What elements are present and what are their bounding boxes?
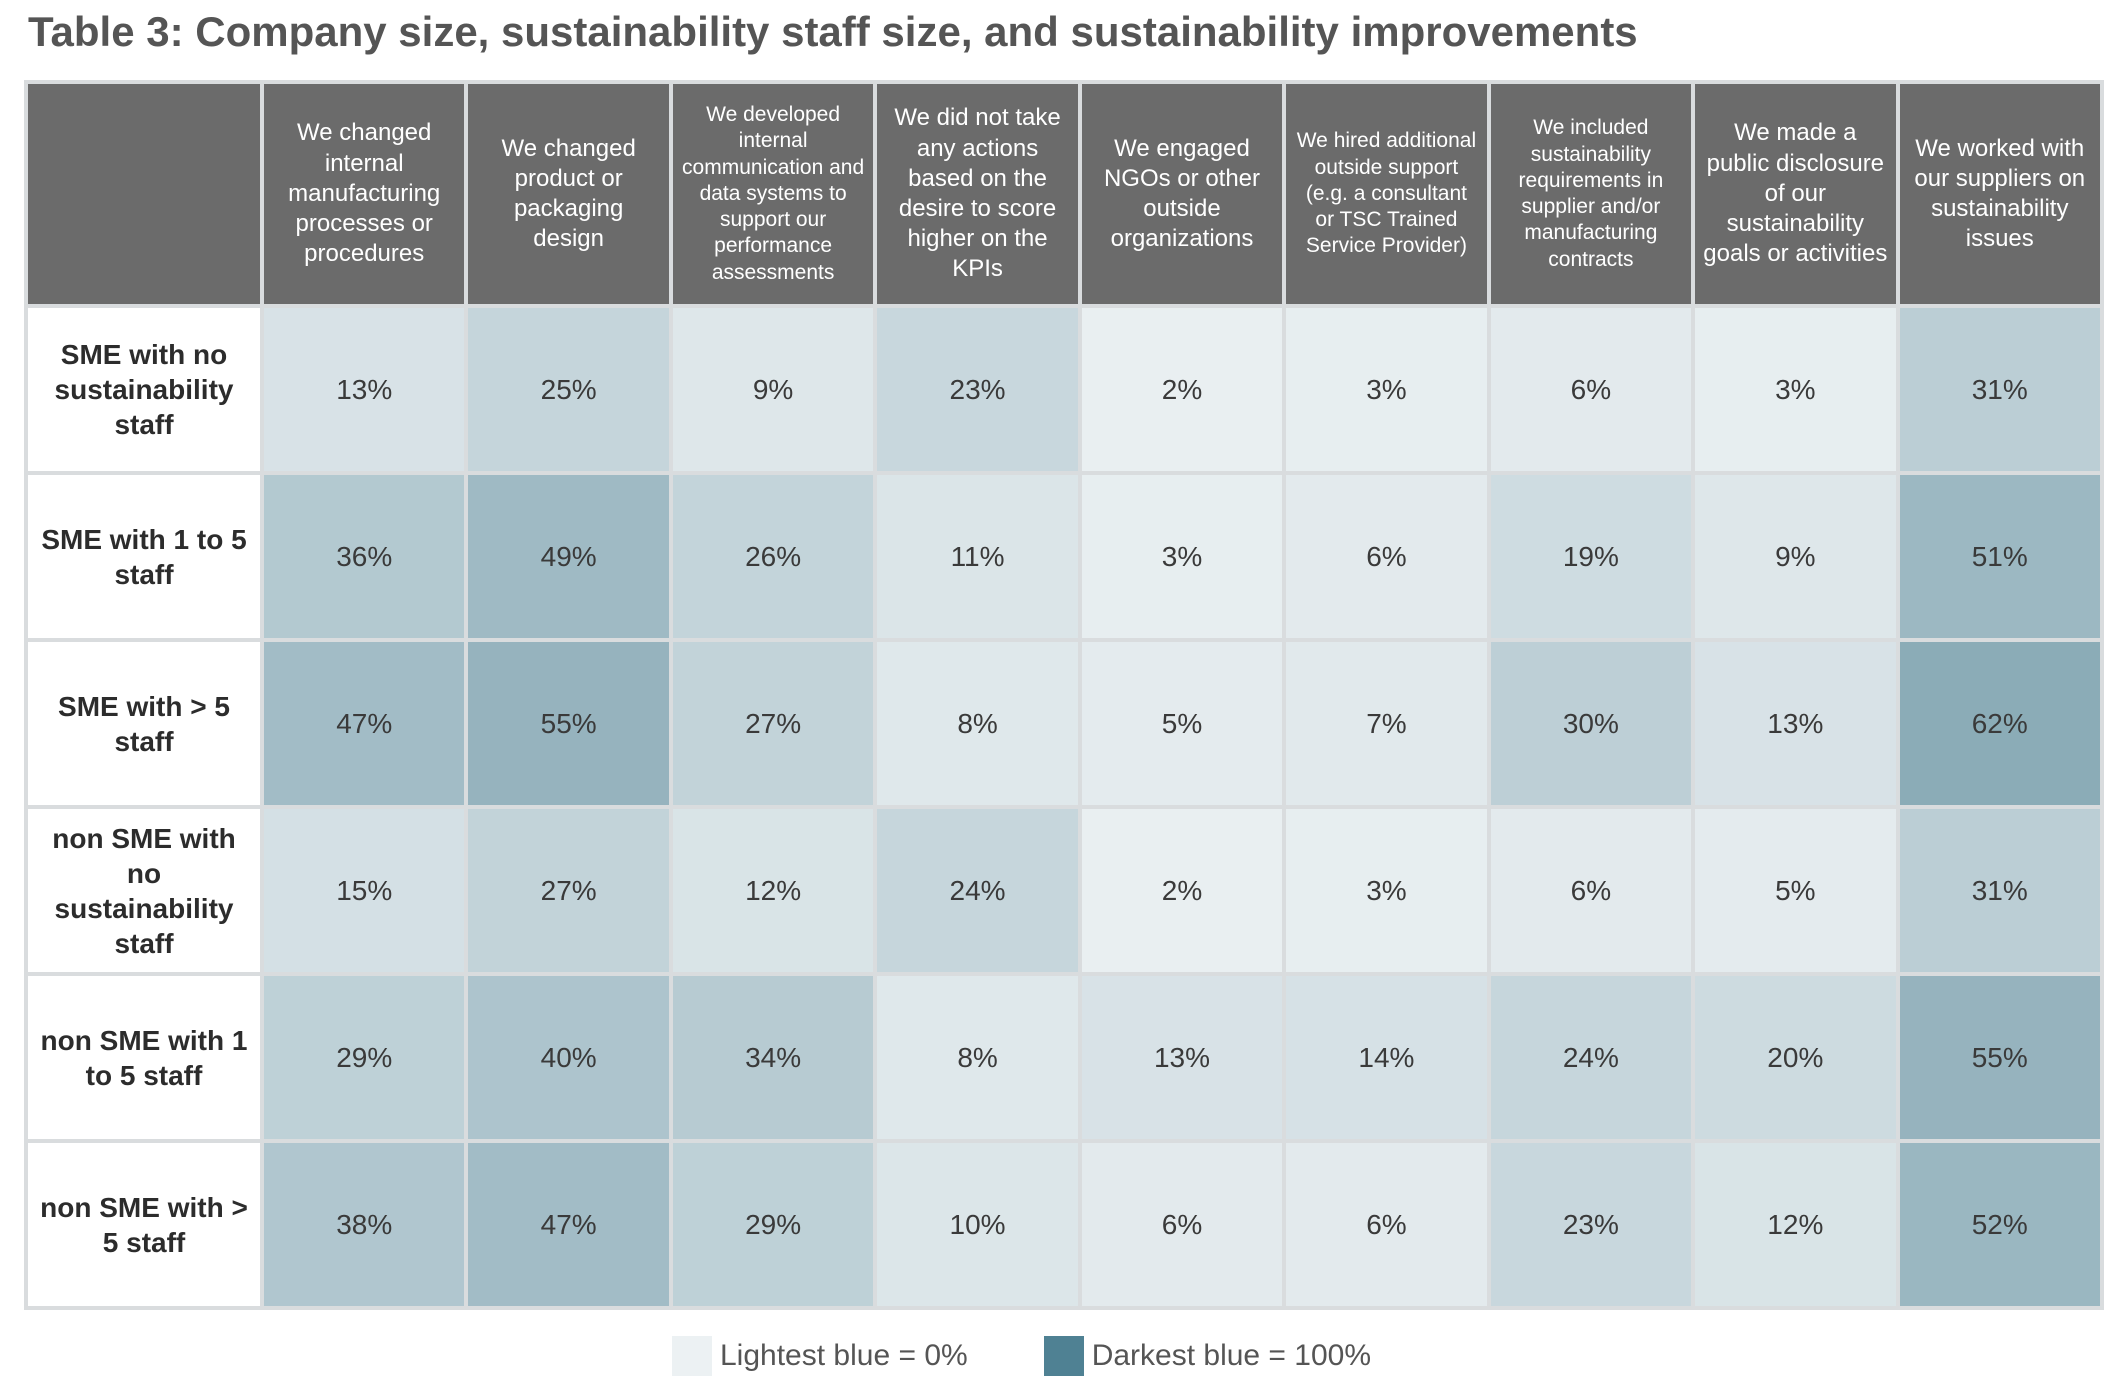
legend-item-dark: Darkest blue = 100% (1043, 1336, 1372, 1376)
corner-header (28, 84, 260, 304)
heatmap-cell: 34% (672, 976, 874, 1139)
column-header-4: We did not take any actions based on the… (877, 84, 1078, 304)
legend-item-light: Lightest blue = 0% (672, 1336, 968, 1376)
legend-swatch-dark (1043, 1336, 1084, 1376)
heatmap-cell: 12% (672, 809, 874, 972)
heatmap-cell: 25% (468, 308, 669, 471)
heatmap-cell: 49% (468, 475, 669, 638)
heatmap-cell: 24% (877, 809, 1078, 972)
heatmap-cell: 6% (1490, 308, 1692, 471)
heatmap-table: We changed internal manufacturing proces… (24, 80, 2104, 1310)
table-title: Table 3: Company size, sustainability st… (28, 8, 1638, 55)
heatmap-cell: 23% (877, 308, 1078, 471)
legend-label-light: Lightest blue = 0% (720, 1339, 968, 1372)
heatmap-cell: 27% (672, 642, 874, 805)
heatmap-cell: 13% (1081, 976, 1283, 1139)
heatmap-cell: 9% (672, 308, 874, 471)
column-header-1: We changed internal manufacturing proces… (264, 84, 465, 304)
legend-swatch-light (672, 1336, 712, 1376)
heatmap-cell: 26% (672, 475, 874, 638)
row-header-4: non SME with no sustainability staff (28, 809, 260, 972)
heatmap-cell: 15% (264, 809, 465, 972)
heatmap-cell: 3% (1286, 809, 1487, 972)
row-header-3: SME with > 5 staff (28, 642, 260, 805)
heatmap-cell: 3% (1081, 475, 1283, 638)
heatmap-cell: 47% (468, 1143, 669, 1306)
row-header-2: SME with 1 to 5 staff (28, 475, 260, 638)
heatmap-cell: 12% (1695, 1143, 1896, 1306)
heatmap-cell: 6% (1286, 475, 1487, 638)
heatmap-cell: 31% (1899, 809, 2100, 972)
heatmap-cell: 55% (1899, 976, 2100, 1139)
row-header-1: SME with no sustainability staff (28, 308, 260, 471)
heatmap-cell: 31% (1899, 308, 2100, 471)
heatmap-cell: 47% (264, 642, 465, 805)
column-header-7: We included sustainability requirements … (1490, 84, 1692, 304)
heatmap-cell: 13% (264, 308, 465, 471)
row-header-6: non SME with > 5 staff (28, 1143, 260, 1306)
heatmap-cell: 27% (468, 809, 669, 972)
heatmap-cell: 7% (1286, 642, 1487, 805)
column-header-6: We hired additional outside support (e.g… (1286, 84, 1487, 304)
legend-label-dark: Darkest blue = 100% (1091, 1339, 1372, 1372)
heatmap-cell: 38% (264, 1143, 465, 1306)
heatmap-cell: 6% (1081, 1143, 1283, 1306)
column-header-5: We engaged NGOs or other outside organiz… (1081, 84, 1283, 304)
heatmap-cell: 19% (1490, 475, 1692, 638)
heatmap-cell: 52% (1899, 1143, 2100, 1306)
heatmap-cell: 5% (1695, 809, 1896, 972)
column-header-2: We changed product or packaging design (468, 84, 669, 304)
heatmap-cell: 6% (1286, 1143, 1487, 1306)
heatmap-cell: 55% (468, 642, 669, 805)
heatmap-cell: 13% (1695, 642, 1896, 805)
heatmap-cell: 11% (877, 475, 1078, 638)
heatmap-cell: 5% (1081, 642, 1283, 805)
heatmap-cell: 3% (1286, 308, 1487, 471)
heatmap-cell: 2% (1081, 308, 1283, 471)
heatmap-cell: 8% (877, 642, 1078, 805)
heatmap-cell: 9% (1695, 475, 1896, 638)
row-header-5: non SME with 1 to 5 staff (28, 976, 260, 1139)
heatmap-cell: 36% (264, 475, 465, 638)
heatmap-cell: 29% (672, 1143, 874, 1306)
heatmap-cell: 8% (877, 976, 1078, 1139)
heatmap-cell: 29% (264, 976, 465, 1139)
heatmap-cell: 23% (1490, 1143, 1692, 1306)
heatmap-cell: 10% (877, 1143, 1078, 1306)
heatmap-cell: 40% (468, 976, 669, 1139)
heatmap-cell: 6% (1490, 809, 1692, 972)
heatmap-cell: 20% (1695, 976, 1896, 1139)
heatmap-cell: 30% (1490, 642, 1692, 805)
heatmap-cell: 62% (1899, 642, 2100, 805)
heatmap-cell: 3% (1695, 308, 1896, 471)
heatmap-cell: 51% (1899, 475, 2100, 638)
column-header-3: We developed internal communication and … (672, 84, 874, 304)
heatmap-cell: 14% (1286, 976, 1487, 1139)
heatmap-cell: 24% (1490, 976, 1692, 1139)
column-header-8: We made a public disclosure of our susta… (1695, 84, 1896, 304)
legend: Lightest blue = 0% Darkest blue = 100% (672, 1336, 1447, 1376)
heatmap-cell: 2% (1081, 809, 1283, 972)
column-header-9: We worked with our suppliers on sustaina… (1899, 84, 2100, 304)
